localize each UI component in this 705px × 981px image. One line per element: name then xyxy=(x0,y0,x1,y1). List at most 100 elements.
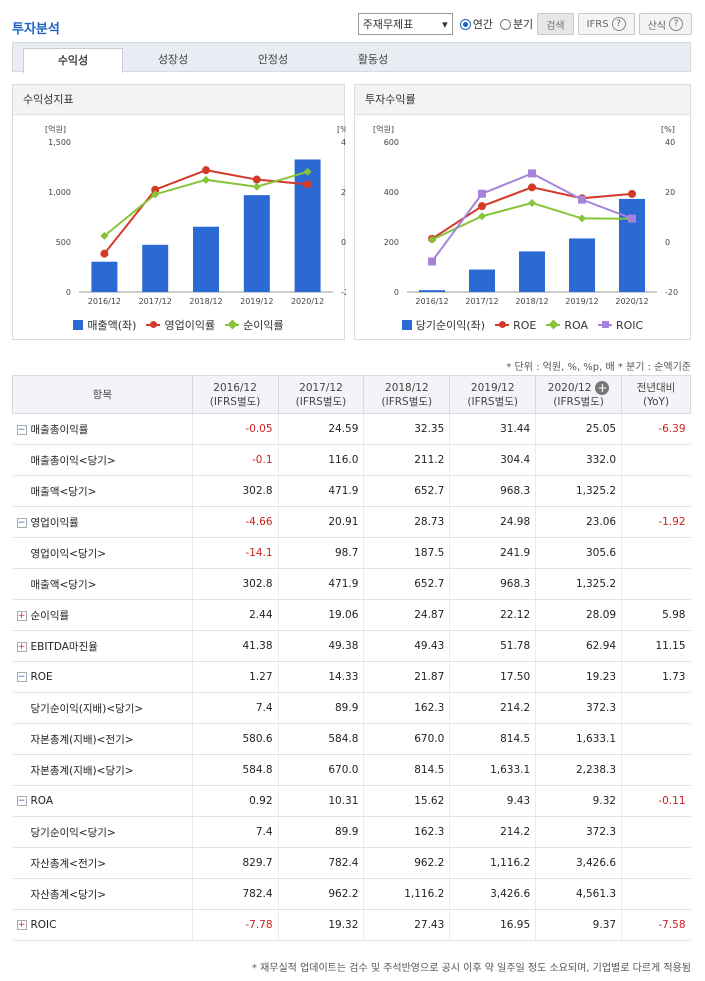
value-cell: 214.2 xyxy=(449,692,536,724)
tab-activity[interactable]: 활동성 xyxy=(357,53,389,66)
value-cell: 1,633.1 xyxy=(535,723,622,755)
y2-tick-label: 0 xyxy=(341,238,346,247)
x-tick-label: 2020/12 xyxy=(615,297,648,306)
value-cell: 24.59 xyxy=(277,413,364,445)
row-label: 자본총계(지배)<전기> xyxy=(12,723,193,755)
table-row: 매출총이익<당기> -0.1 116.0 211.2 304.4 332.0 xyxy=(12,444,691,476)
value-cell: 19.23 xyxy=(535,661,622,693)
legend-swatch xyxy=(495,321,510,328)
legend-item: ROIC xyxy=(597,317,643,333)
yoy-cell xyxy=(621,568,691,600)
table-row: 자본총계(지배)<당기> 584.8 670.0 814.5 1,633.1 2,238.… xyxy=(12,754,691,786)
column-header-item: 항목 xyxy=(12,375,193,414)
value-cell: 1,325.2 xyxy=(535,475,622,507)
row-label[interactable]: + 순이익률 xyxy=(12,599,193,631)
value-cell: 968.3 xyxy=(449,568,536,600)
row-label[interactable]: − ROA xyxy=(12,785,193,817)
value-cell: 304.4 xyxy=(449,444,536,476)
row-label: 자산총계<전기> xyxy=(12,847,193,879)
x-tick-label: 2016/12 xyxy=(88,297,121,306)
table-row: − 영업이익률 -4.66 20.91 28.73 24.98 23.06 -1.92 xyxy=(12,506,691,538)
radio-quarter-label: 분기 xyxy=(512,18,534,31)
bar xyxy=(619,198,645,292)
radio-annual-dot[interactable] xyxy=(459,18,471,30)
legend-label: 매출액(좌) xyxy=(87,319,137,332)
yoy-cell: -0.11 xyxy=(621,785,691,817)
y-tick-label: 1,500 xyxy=(48,138,71,147)
value-cell: 24.87 xyxy=(363,599,450,631)
row-label: 영업이익<당기> xyxy=(12,537,193,569)
row-label-text: 순이익률 xyxy=(30,609,70,622)
expand-icon[interactable]: + xyxy=(16,610,27,621)
value-cell: 3,426.6 xyxy=(449,878,536,910)
radio-quarter[interactable]: 분기 xyxy=(499,16,534,32)
formula-help-button[interactable]: 산식? xyxy=(638,13,692,35)
series-point xyxy=(478,212,486,221)
series-point xyxy=(478,189,486,198)
series-point xyxy=(528,183,536,192)
y-tick-label: 600 xyxy=(384,138,399,147)
value-cell: 1,633.1 xyxy=(449,754,536,786)
value-cell: 7.4 xyxy=(191,816,279,848)
value-cell: 116.0 xyxy=(277,444,364,476)
left-unit-label: [억원] xyxy=(373,124,394,134)
value-cell: 1.27 xyxy=(191,661,279,693)
tab-stability[interactable]: 안정성 xyxy=(257,53,289,66)
row-label[interactable]: − 영업이익률 xyxy=(12,506,193,538)
column-header-text: (IFRS별도) xyxy=(295,395,347,408)
table-row: 영업이익<당기> -14.1 98.7 187.5 241.9 305.6 xyxy=(12,537,691,569)
row-label[interactable]: + EBITDA마진율 xyxy=(12,630,193,662)
collapse-icon[interactable]: − xyxy=(16,796,27,806)
value-cell: 162.3 xyxy=(363,816,450,848)
value-cell: 2,238.3 xyxy=(535,754,622,786)
collapse-icon[interactable]: − xyxy=(16,517,27,528)
yoy-cell xyxy=(621,444,691,476)
table-row: 당기순이익<당기> 7.4 89.9 162.3 214.2 372.3 xyxy=(12,816,691,848)
row-label-text: 영업이익률 xyxy=(30,516,79,529)
value-cell: 20.91 xyxy=(277,506,364,538)
radio-annual[interactable]: 연간 xyxy=(459,16,493,32)
row-label[interactable]: − ROE xyxy=(12,661,193,693)
value-cell: 23.06 xyxy=(535,506,622,538)
row-label[interactable]: + ROIC xyxy=(12,909,193,941)
series-point xyxy=(578,195,586,204)
expand-icon[interactable]: + xyxy=(16,920,27,930)
yoy-cell: -1.92 xyxy=(621,506,691,538)
legend-item: 매출액(좌) xyxy=(73,317,136,333)
expand-columns-icon[interactable]: + xyxy=(595,380,610,395)
legend-label: 당기순이익(좌) xyxy=(415,319,486,332)
tab-growth[interactable]: 성장성 xyxy=(157,53,189,66)
row-label-text: 자본총계(지배)<당기> xyxy=(30,764,134,777)
series-point xyxy=(151,190,160,199)
column-header-period: 2018/12 (IFRS별도) xyxy=(363,375,451,414)
y-tick-label: 0 xyxy=(394,288,399,297)
value-cell: 21.87 xyxy=(363,661,450,693)
value-cell: 1,116.2 xyxy=(449,847,536,879)
value-cell: 584.8 xyxy=(277,723,364,755)
row-label: 매출액<당기> xyxy=(12,568,193,600)
value-cell: 32.35 xyxy=(363,413,450,445)
bar xyxy=(469,269,495,292)
series-point xyxy=(151,185,160,194)
tab-profitability[interactable]: 수익성 xyxy=(23,48,123,73)
collapse-icon[interactable]: − xyxy=(16,672,27,682)
row-label[interactable]: − 매출총이익률 xyxy=(12,413,193,445)
value-cell: 1,325.2 xyxy=(535,568,622,600)
column-header-text: 2016/12 xyxy=(213,381,257,394)
collapse-icon[interactable]: − xyxy=(16,424,27,435)
legend-item: ROE xyxy=(495,317,536,333)
column-header-period: 전년대비 (YoY) xyxy=(621,375,691,414)
ifrs-help-button[interactable]: IFRS? xyxy=(577,13,635,35)
radio-quarter-dot[interactable] xyxy=(499,18,511,30)
statement-select[interactable]: 주재무제표 ▾ xyxy=(357,13,453,35)
expand-icon[interactable]: + xyxy=(16,641,27,652)
search-button[interactable]: 검색 xyxy=(537,13,574,35)
ifrs-label: IFRS xyxy=(586,18,609,30)
value-cell: 7.4 xyxy=(191,692,279,724)
yoy-cell xyxy=(621,847,691,879)
column-header-text: (IFRS별도) xyxy=(209,395,261,408)
radio-annual-label: 연간 xyxy=(472,18,493,31)
bar xyxy=(569,238,595,292)
value-cell: 31.44 xyxy=(449,413,536,445)
